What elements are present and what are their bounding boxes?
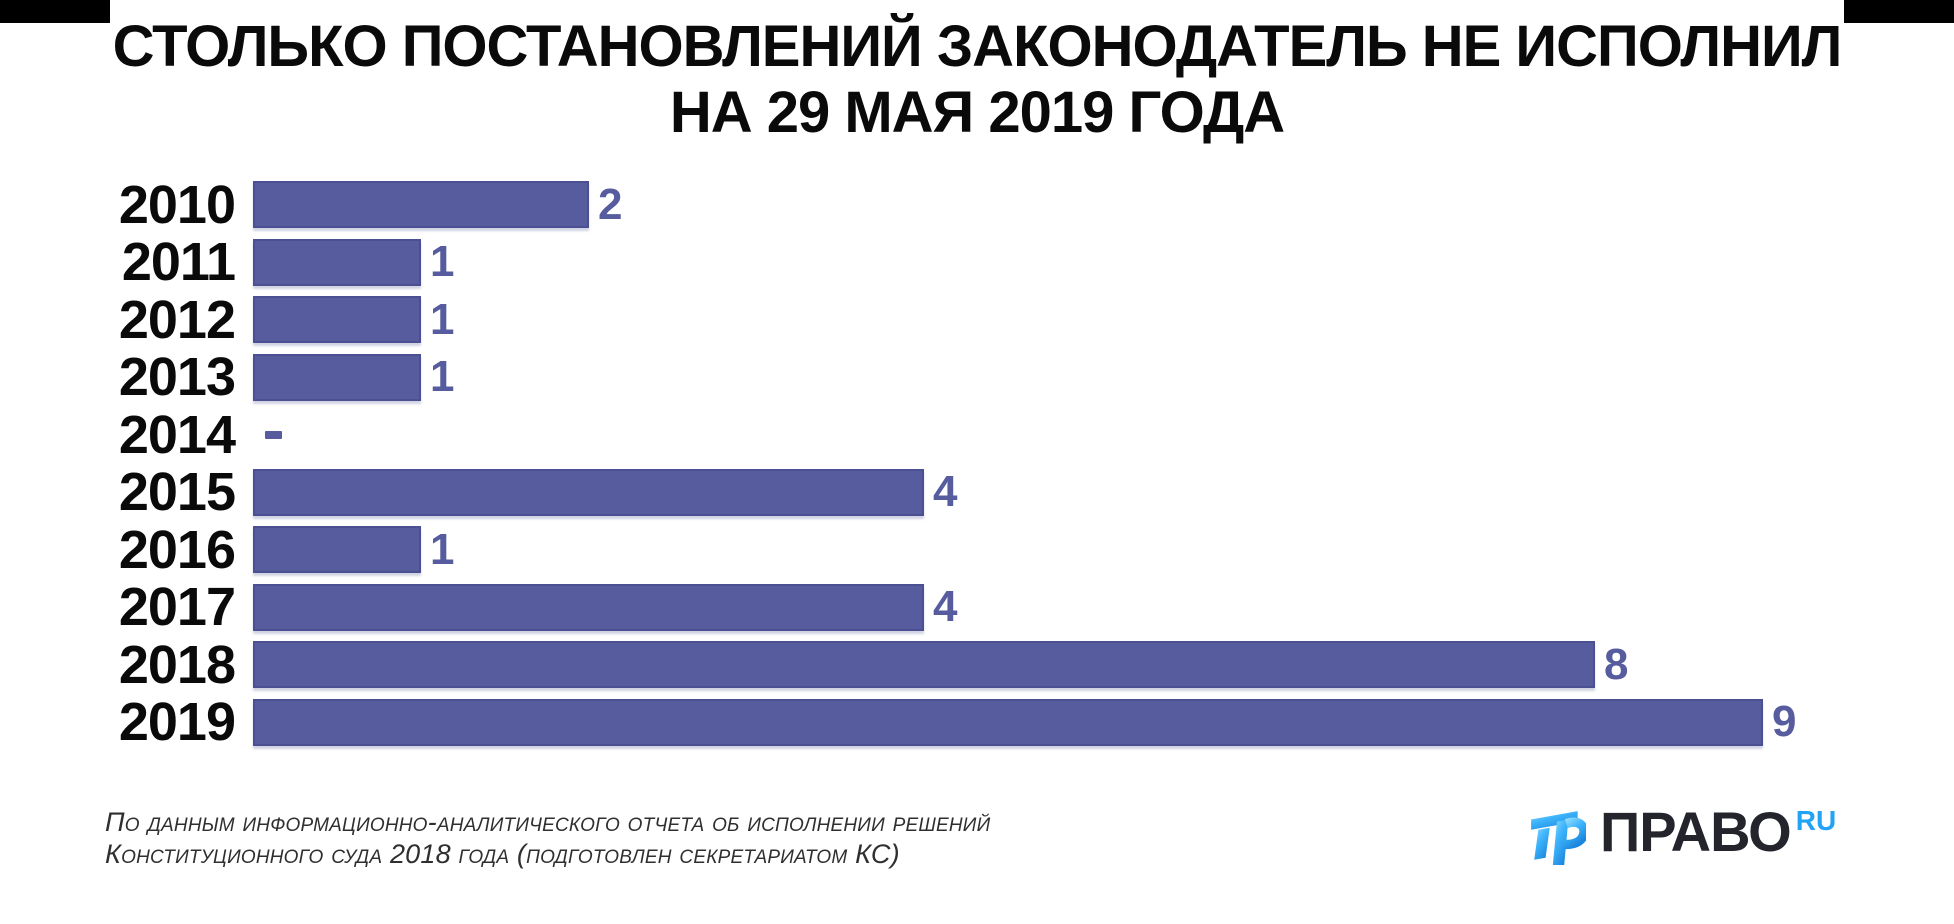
year-label: 2016 — [118, 519, 236, 580]
bar-area: 1 — [253, 521, 1954, 579]
crop-mark-top-left — [0, 0, 110, 23]
source-note-line2: Конституционного суда 2018 года (подгото… — [105, 839, 900, 869]
value-label: 4 — [933, 582, 958, 632]
bar-area — [253, 406, 1954, 464]
value-label: 4 — [933, 467, 958, 517]
value-label: 9 — [1772, 697, 1797, 747]
bar-row-2015: 2015 4 — [0, 462, 1954, 523]
bar — [253, 353, 421, 401]
bar-row-2017: 2017 4 — [0, 577, 1954, 638]
bar-row-2016: 2016 1 — [0, 519, 1954, 580]
year-label: 2018 — [118, 634, 236, 695]
chart-title-line2: НА 29 МАЯ 2019 ГОДА — [669, 80, 1285, 145]
bar — [253, 296, 421, 344]
bar-area: 4 — [253, 464, 1954, 522]
value-label: 1 — [430, 352, 455, 402]
year-label: 2013 — [118, 347, 236, 408]
bar-row-2014: 2014 — [0, 404, 1954, 465]
bar-area: 8 — [253, 636, 1954, 694]
logo-ru-suffix: RU — [1795, 805, 1837, 836]
year-label: 2019 — [118, 692, 236, 753]
bar-area: 2 — [253, 176, 1954, 234]
value-label: 1 — [430, 294, 455, 344]
bar — [253, 238, 421, 286]
year-label: 2010 — [118, 174, 236, 235]
no-data-dash — [265, 430, 282, 439]
chart-title-line1: СТОЛЬКО ПОСТАНОВЛЕНИЙ ЗАКОНОДАТЕЛЬ НЕ ИС… — [112, 14, 1843, 79]
source-note: По данным информационно-аналитического о… — [105, 806, 990, 870]
value-label: 1 — [430, 237, 455, 287]
bar-area: 4 — [253, 579, 1954, 637]
bar-area: 1 — [253, 291, 1954, 349]
value-label: 2 — [598, 179, 623, 229]
bar — [253, 526, 421, 574]
year-label: 2012 — [118, 289, 236, 350]
source-note-line1: По данным информационно-аналитического о… — [105, 807, 991, 837]
pravo-logo-mark-icon — [1531, 811, 1586, 865]
bar-row-2011: 2011 1 — [0, 232, 1954, 293]
crop-mark-top-right — [1844, 0, 1954, 23]
bar-row-2012: 2012 1 — [0, 289, 1954, 350]
bar-chart: 2010 2 2011 1 2012 1 2013 1 2014 2015 4 2016 1 2017 4 2… — [0, 174, 1954, 753]
year-label: 2017 — [118, 577, 236, 638]
pravo-ru-logo: ПРАВО RU — [1530, 804, 1836, 866]
year-label: 2011 — [121, 232, 236, 293]
bar — [253, 181, 589, 229]
bar-area: 9 — [253, 694, 1954, 752]
bar — [253, 641, 1595, 689]
chart-title: СТОЛЬКО ПОСТАНОВЛЕНИЙ ЗАКОНОДАТЕЛЬ НЕ ИС… — [0, 14, 1954, 146]
bar-row-2010: 2010 2 — [0, 174, 1954, 235]
value-label: 8 — [1604, 639, 1629, 689]
bar — [253, 468, 924, 516]
year-label: 2014 — [118, 404, 236, 465]
year-label: 2015 — [118, 462, 236, 523]
bar — [253, 583, 924, 631]
logo-wordmark: ПРАВО — [1600, 800, 1792, 863]
bar-row-2019: 2019 9 — [0, 692, 1954, 753]
bar-row-2018: 2018 8 — [0, 634, 1954, 695]
bar-area: 1 — [253, 349, 1954, 407]
bar-row-2013: 2013 1 — [0, 347, 1954, 408]
bar-area: 1 — [253, 234, 1954, 292]
bar — [253, 698, 1763, 746]
value-label: 1 — [430, 524, 455, 574]
